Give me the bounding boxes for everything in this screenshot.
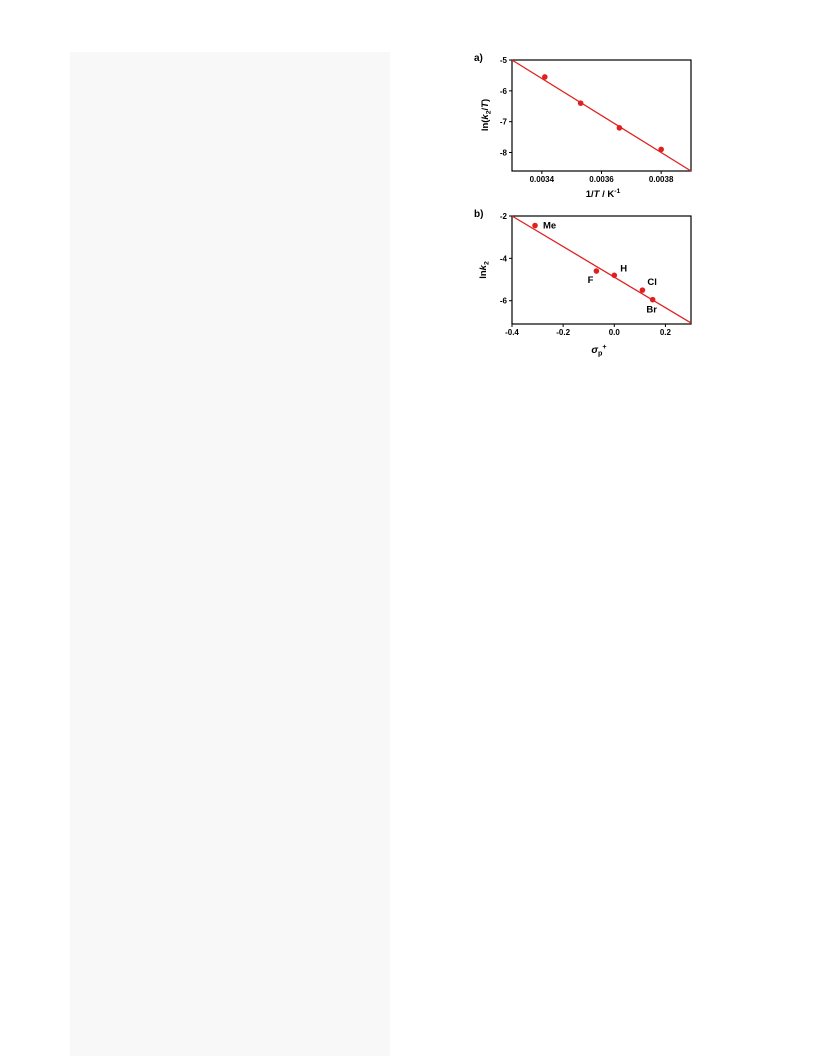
y-axis-label-part: ) bbox=[480, 99, 491, 102]
fit-line bbox=[511, 215, 692, 324]
point-label: F bbox=[588, 275, 594, 286]
x-tick-label: 0.0034 bbox=[530, 175, 555, 184]
y-tick-label: -5 bbox=[500, 56, 508, 65]
y-tick-label: -6 bbox=[500, 297, 508, 306]
x-axis-label-part: + bbox=[602, 342, 606, 351]
data-point bbox=[611, 272, 618, 279]
data-point bbox=[658, 146, 664, 153]
data-point bbox=[577, 100, 584, 106]
y-axis-label-part: / bbox=[480, 107, 491, 110]
x-axis-label-part: T bbox=[594, 189, 601, 200]
x-axis-label: 1/T / K-1 bbox=[586, 188, 621, 200]
point-label: Cl bbox=[647, 277, 657, 288]
x-axis-label-part: / K bbox=[599, 189, 614, 200]
data-point bbox=[542, 74, 548, 80]
y-axis-label-part: T bbox=[480, 101, 491, 108]
y-axis-label-part: k bbox=[480, 114, 491, 120]
x-axis-label-part: -1 bbox=[614, 188, 620, 195]
data-point bbox=[616, 125, 623, 131]
y-axis-label-part: ln bbox=[478, 270, 489, 279]
y-tick-label: -4 bbox=[500, 254, 508, 263]
y-axis-label-part: 2 bbox=[486, 110, 493, 114]
data-point bbox=[532, 222, 538, 229]
x-tick-label: 0.0 bbox=[609, 328, 621, 337]
axes-frame-right-b bbox=[511, 215, 692, 325]
y-tick-label: -8 bbox=[500, 149, 508, 158]
x-tick-label: -0.4 bbox=[505, 328, 519, 337]
x-axis-label-part: σ bbox=[591, 345, 598, 356]
point-label: Me bbox=[543, 221, 556, 232]
x-axis-label-part: p bbox=[598, 349, 603, 358]
data-point bbox=[649, 296, 656, 303]
x-axis-label-part: 1/ bbox=[586, 189, 594, 200]
fit-line bbox=[511, 59, 692, 172]
point-label: Br bbox=[646, 305, 657, 316]
data-point bbox=[593, 268, 600, 274]
y-tick-label: -7 bbox=[500, 118, 508, 127]
y-axis-label-part: ln( bbox=[480, 119, 491, 131]
panel-label: b) bbox=[474, 209, 483, 220]
data-point bbox=[639, 287, 646, 293]
y-axis-label-part: k bbox=[478, 264, 489, 270]
y-axis-label: ln(k2/T) bbox=[480, 99, 493, 131]
x-tick-label: 0.0036 bbox=[589, 175, 614, 184]
panel-label: a) bbox=[474, 53, 483, 64]
x-tick-label: 0.2 bbox=[660, 328, 672, 337]
left-figure-background bbox=[70, 52, 390, 1056]
x-axis-label: σp+ bbox=[591, 342, 606, 358]
x-tick-label: 0.0038 bbox=[649, 175, 674, 184]
y-tick-label: -2 bbox=[500, 212, 508, 221]
y-axis-label: lnk2 bbox=[478, 261, 491, 279]
y-axis-label-part: 2 bbox=[484, 261, 491, 265]
point-label: H bbox=[620, 263, 627, 274]
x-tick-label: -0.2 bbox=[556, 328, 570, 337]
y-tick-label: -6 bbox=[500, 87, 508, 96]
